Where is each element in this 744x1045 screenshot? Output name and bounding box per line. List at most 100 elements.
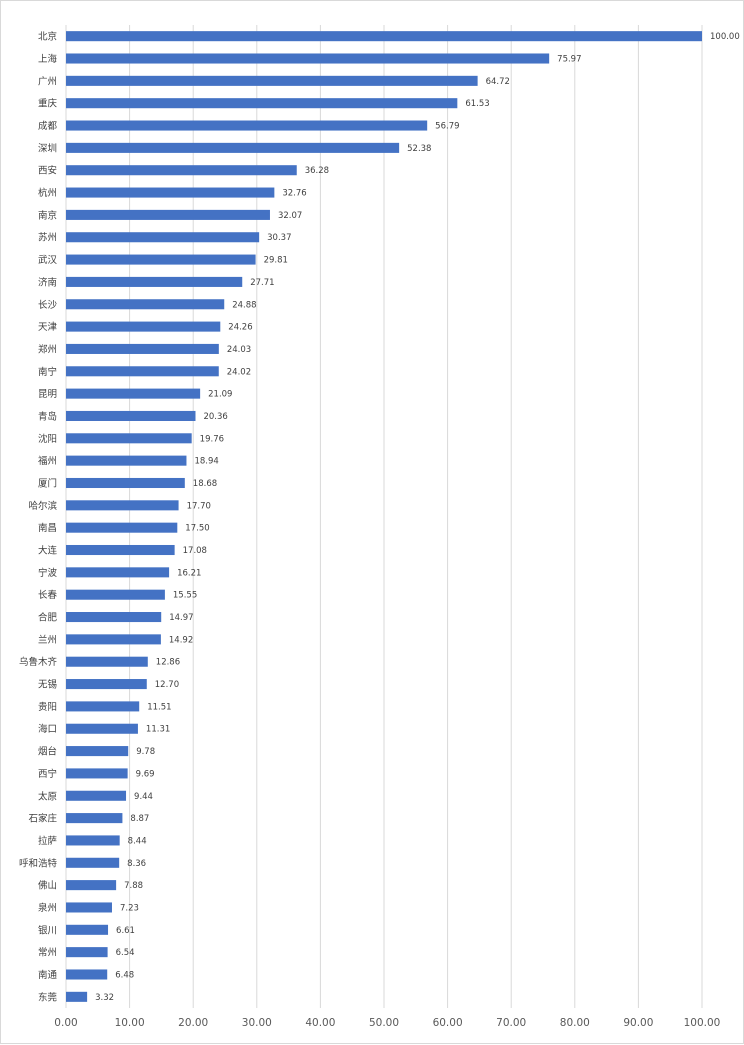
value-label: 100.00	[710, 32, 740, 42]
x-tick-label: 50.00	[369, 1017, 399, 1029]
x-tick-label: 80.00	[560, 1017, 590, 1029]
category-label: 长沙	[38, 299, 58, 311]
value-label: 24.26	[228, 323, 252, 333]
category-label: 拉萨	[38, 835, 58, 847]
value-label: 75.97	[557, 55, 581, 65]
category-label: 苏州	[38, 232, 57, 244]
category-label: 福州	[38, 455, 57, 467]
value-label: 12.86	[156, 658, 180, 668]
value-label: 9.78	[136, 747, 155, 757]
category-label: 郑州	[38, 343, 57, 355]
value-label: 29.81	[264, 256, 288, 266]
bar	[66, 567, 170, 578]
bar	[66, 902, 112, 913]
category-label: 泉州	[38, 902, 57, 914]
value-label: 27.71	[250, 278, 274, 288]
category-label: 宁波	[38, 567, 58, 579]
category-label: 南通	[38, 969, 58, 981]
x-tick-label: 90.00	[623, 1017, 653, 1029]
bar	[66, 254, 256, 265]
bar	[66, 366, 219, 377]
bar	[66, 433, 192, 444]
category-label: 佛山	[38, 880, 57, 892]
bar	[66, 924, 109, 935]
bar	[66, 187, 275, 198]
category-label: 厦门	[38, 477, 57, 489]
category-label: 无锡	[38, 679, 57, 691]
bar	[66, 857, 120, 868]
value-label: 64.72	[486, 77, 510, 87]
value-label: 8.36	[127, 859, 146, 869]
x-tick-label: 20.00	[178, 1017, 208, 1029]
category-label: 哈尔滨	[28, 500, 57, 512]
bar	[66, 656, 148, 667]
value-label: 6.54	[116, 948, 135, 958]
category-label: 上海	[38, 53, 58, 65]
value-label: 14.97	[169, 613, 193, 623]
value-label: 24.88	[232, 300, 256, 310]
bar	[66, 679, 147, 690]
bar	[66, 634, 161, 645]
category-label: 北京	[38, 31, 57, 43]
x-tick-label: 60.00	[433, 1017, 463, 1029]
bar	[66, 746, 129, 757]
value-label: 36.28	[305, 166, 329, 176]
value-label: 61.53	[465, 99, 489, 109]
bar	[66, 544, 175, 556]
bar	[66, 589, 165, 600]
category-label: 合肥	[38, 612, 58, 624]
category-label: 兰州	[38, 634, 57, 646]
value-label: 24.02	[227, 367, 251, 377]
value-label: 6.61	[116, 926, 135, 936]
bar	[66, 53, 550, 64]
category-label: 武汉	[38, 254, 58, 266]
category-label: 东莞	[38, 991, 58, 1003]
value-label: 30.37	[267, 233, 291, 243]
category-label: 成都	[38, 120, 58, 132]
x-tick-label: 0.00	[54, 1017, 77, 1029]
category-label: 昆明	[38, 389, 57, 400]
category-label: 广州	[38, 75, 57, 87]
category-label: 南宁	[38, 366, 57, 378]
value-label: 8.87	[130, 814, 149, 824]
x-tick-label: 100.00	[684, 1017, 721, 1029]
category-label: 南昌	[38, 522, 57, 534]
x-tick-label: 70.00	[496, 1017, 526, 1029]
value-label: 17.08	[183, 546, 207, 556]
value-label: 18.68	[193, 479, 217, 489]
category-label: 西宁	[38, 768, 57, 780]
value-label: 7.88	[124, 881, 143, 891]
bar	[66, 880, 117, 891]
bar	[66, 477, 185, 489]
category-label: 长春	[38, 589, 58, 601]
bar	[66, 723, 138, 734]
category-label: 海口	[38, 723, 57, 735]
value-label: 14.92	[169, 635, 193, 645]
value-label: 16.21	[177, 568, 201, 578]
value-label: 17.70	[187, 501, 211, 511]
bar	[66, 790, 127, 801]
bar	[66, 232, 260, 243]
category-label: 杭州	[38, 187, 57, 199]
value-label: 17.50	[185, 524, 209, 534]
bar	[66, 410, 196, 421]
category-label: 天津	[38, 322, 58, 333]
bar	[66, 388, 201, 399]
bar	[66, 31, 702, 42]
category-label: 沈阳	[38, 433, 57, 445]
bar	[66, 947, 108, 958]
value-label: 11.31	[146, 725, 170, 735]
x-tick-label: 30.00	[242, 1017, 272, 1029]
value-label: 21.09	[208, 390, 232, 400]
value-label: 11.51	[147, 702, 171, 712]
category-label: 济南	[38, 276, 57, 288]
value-label: 7.23	[120, 903, 139, 913]
value-label: 8.44	[128, 836, 147, 846]
value-label: 19.76	[200, 434, 224, 444]
bar	[66, 991, 88, 1002]
value-label: 12.70	[155, 680, 179, 690]
category-label: 南京	[38, 209, 57, 221]
value-label: 6.48	[115, 970, 134, 980]
